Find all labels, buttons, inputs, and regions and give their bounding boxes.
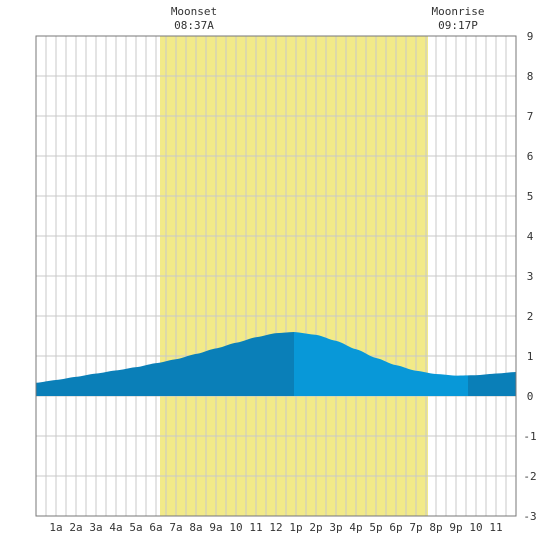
x-tick-label: 4p — [349, 521, 362, 534]
x-tick-label: 6p — [389, 521, 402, 534]
moon-event-time: 09:17P — [438, 19, 478, 32]
x-tick-label: 11 — [249, 521, 262, 534]
x-tick-label: 2a — [69, 521, 82, 534]
y-tick-label: 8 — [527, 70, 534, 83]
x-tick-label: 4a — [109, 521, 122, 534]
x-tick-label: 3p — [329, 521, 342, 534]
y-tick-label: 2 — [527, 310, 534, 323]
y-tick-label: -3 — [523, 510, 536, 523]
x-tick-label: 7p — [409, 521, 422, 534]
x-tick-label: 5p — [369, 521, 382, 534]
y-tick-label: 3 — [527, 270, 534, 283]
y-tick-label: 6 — [527, 150, 534, 163]
x-tick-label: 11 — [489, 521, 502, 534]
moon-event-label: Moonset — [171, 5, 217, 18]
x-tick-label: 7a — [169, 521, 182, 534]
tide-area-dark — [468, 372, 516, 396]
x-tick-label: 6a — [149, 521, 162, 534]
x-tick-label: 12 — [269, 521, 282, 534]
x-tick-label: 2p — [309, 521, 322, 534]
x-tick-label: 8p — [429, 521, 442, 534]
y-tick-label: 5 — [527, 190, 534, 203]
x-tick-label: 1a — [49, 521, 62, 534]
moon-event-label: Moonrise — [432, 5, 485, 18]
plot-frame — [35, 35, 517, 517]
x-tick-label: 5a — [129, 521, 142, 534]
y-tick-label: 9 — [527, 30, 534, 43]
x-tick-label: 8a — [189, 521, 202, 534]
tide-area-dark — [36, 332, 294, 396]
y-tick-label: -1 — [523, 430, 536, 443]
y-tick-label: 7 — [527, 110, 534, 123]
y-tick-label: 1 — [527, 350, 534, 363]
tide-area-light — [294, 332, 468, 396]
x-tick-label: 10 — [229, 521, 242, 534]
y-tick-label: 0 — [527, 390, 534, 403]
x-tick-label: 1p — [289, 521, 302, 534]
x-tick-label: 3a — [89, 521, 102, 534]
x-tick-label: 9a — [209, 521, 222, 534]
moon-event-time: 08:37A — [174, 19, 214, 32]
y-tick-label: 4 — [527, 230, 534, 243]
x-tick-label: 10 — [469, 521, 482, 534]
x-tick-label: 9p — [449, 521, 462, 534]
y-tick-label: -2 — [523, 470, 536, 483]
